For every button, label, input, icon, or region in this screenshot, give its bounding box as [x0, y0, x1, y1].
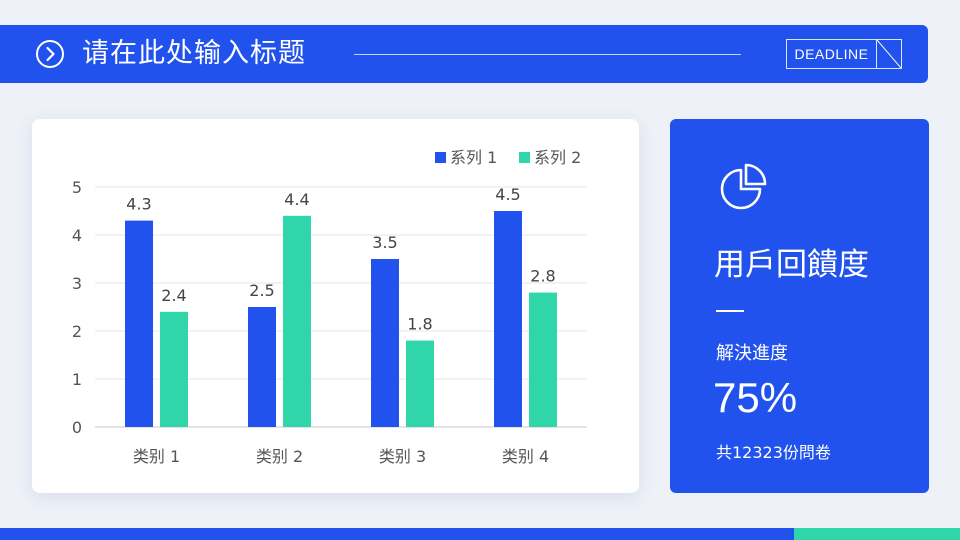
- data-label: 4.4: [284, 190, 309, 209]
- legend-swatch: [519, 152, 530, 163]
- feedback-panel: 用戶回饋度 解決進度 75% 共12323份問卷: [670, 119, 929, 493]
- x-tick-label: 类别 2: [256, 447, 303, 466]
- data-label: 4.3: [126, 195, 151, 214]
- bar: [160, 311, 188, 427]
- bar: [529, 292, 557, 427]
- y-tick-label: 5: [72, 178, 82, 197]
- title-underline: [716, 310, 744, 312]
- progress-value: 75%: [713, 374, 798, 421]
- deadline-badge-divider: [876, 40, 877, 68]
- y-tick-label: 3: [72, 274, 82, 293]
- footer-bar-blue: [0, 528, 794, 540]
- data-label: 3.5: [372, 233, 397, 252]
- legend-label: 系列 2: [534, 148, 581, 167]
- x-tick-label: 类别 4: [502, 447, 549, 466]
- bar-chart: 0 1 2 3 4 5 类别 1 4.3 2.4 类别 2 2.5 4.4 类别 3 3.5 1.8 类别 4…: [72, 148, 587, 466]
- header-bar: 请在此处输入标题 DEADLINE: [0, 25, 928, 83]
- survey-total: 共12323份問卷: [716, 443, 831, 462]
- data-label: 2.5: [249, 281, 274, 300]
- deadline-badge-label: DEADLINE: [794, 46, 869, 62]
- footer-bar-green: [794, 528, 960, 540]
- data-label: 4.5: [495, 185, 520, 204]
- data-label: 1.8: [407, 315, 432, 334]
- y-tick-label: 2: [72, 322, 82, 341]
- data-label: 2.8: [530, 267, 555, 286]
- bar: [371, 259, 399, 427]
- y-tick-label: 0: [72, 418, 82, 437]
- bar: [406, 340, 434, 427]
- progress-label: 解決進度: [716, 343, 788, 364]
- x-tick-label: 类别 3: [379, 447, 426, 466]
- x-tick-label: 类别 1: [133, 447, 180, 466]
- legend-label: 系列 1: [450, 148, 497, 167]
- bar: [125, 220, 153, 427]
- feedback-title: 用戶回饋度: [714, 247, 869, 283]
- header-divider: [354, 54, 741, 55]
- bar: [283, 215, 311, 427]
- pie-chart-icon: [720, 163, 767, 210]
- data-label: 2.4: [161, 286, 186, 305]
- deadline-badge: DEADLINE: [786, 39, 902, 69]
- chevron-right-circle-icon[interactable]: [35, 39, 65, 69]
- bar: [248, 307, 276, 427]
- legend-swatch: [435, 152, 446, 163]
- bar: [494, 211, 522, 427]
- y-tick-label: 4: [72, 226, 82, 245]
- chart-card: 0 1 2 3 4 5 类别 1 4.3 2.4 类别 2 2.5 4.4 类别 3 3.5 1.8 类别 4…: [32, 119, 639, 493]
- page-title: 请在此处输入标题: [82, 38, 306, 69]
- diagonal-slash-icon: [877, 40, 901, 68]
- y-tick-label: 1: [72, 370, 82, 389]
